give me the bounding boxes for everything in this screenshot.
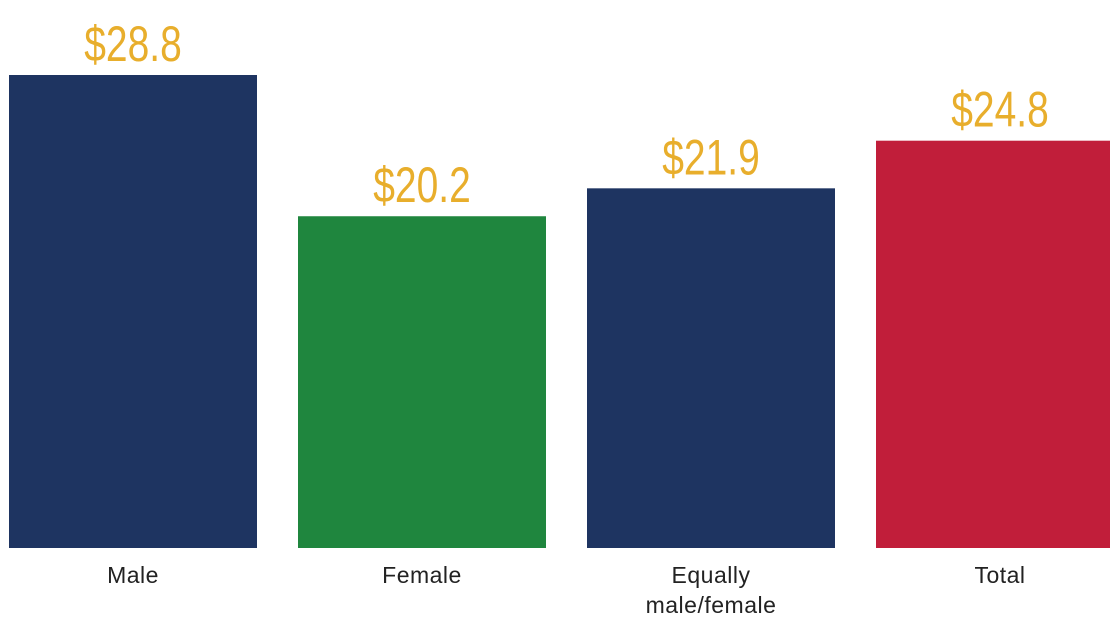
x-tick-label: Female [382, 562, 462, 588]
value-label: $28.8 [84, 15, 182, 72]
value-label: $21.9 [662, 129, 760, 186]
x-tick-label: Total [974, 562, 1026, 588]
bar [9, 75, 257, 548]
value-label: $20.2 [373, 157, 471, 214]
bar [876, 140, 1110, 548]
value-label: $24.8 [951, 81, 1049, 138]
bar [298, 216, 546, 549]
bar [587, 188, 835, 548]
x-tick-label: Male [107, 562, 159, 588]
x-tick-label: Equally male/female [645, 562, 777, 618]
